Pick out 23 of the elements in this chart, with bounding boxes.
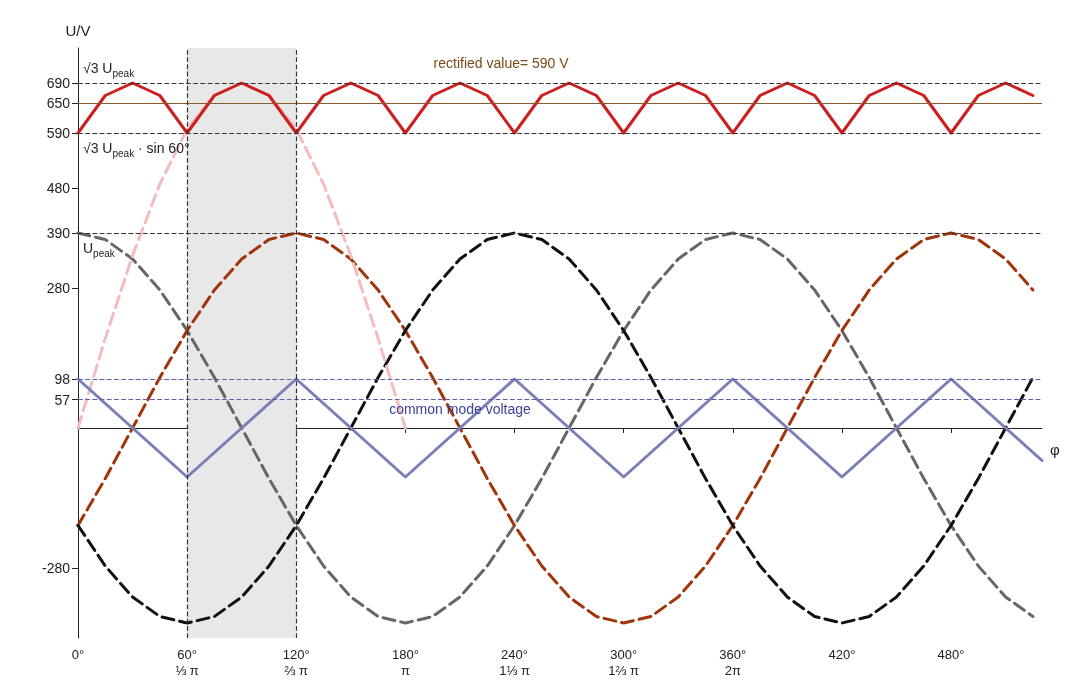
y-tick-label: 650 [46,95,71,111]
y-axis-title: U/V [65,22,91,39]
x-axis-title: φ [1050,441,1060,458]
y-tick-label: 98 [54,371,71,387]
y-tick-label: 390 [46,225,71,241]
y-tick-label: -280 [41,560,71,576]
x-tick-label: 420° [828,646,856,662]
y-tick-label: 280 [46,280,71,296]
x-tick-label: 60° ⅓ π [175,646,199,678]
y-tick-label: 690 [46,75,71,91]
x-tick-label: 0° [71,646,85,662]
annotation: rectified value= 590 V [433,55,570,71]
y-tick-label: 480 [46,180,71,196]
x-tick-label: 300° 1⅔ π [608,646,640,678]
line-series [76,377,1044,479]
x-tick-label: 480° [937,646,965,662]
x-tick-label: 360° 2π [719,646,747,678]
x-tick-label: 240° 1⅓ π [499,646,530,678]
line-series [76,231,1035,625]
x-tick-label: 120° ⅔ π [282,646,310,678]
y-tick-label: 57 [54,391,71,408]
y-tick-label: 590 [46,125,71,141]
x-tick-label: 180° π [391,646,419,678]
